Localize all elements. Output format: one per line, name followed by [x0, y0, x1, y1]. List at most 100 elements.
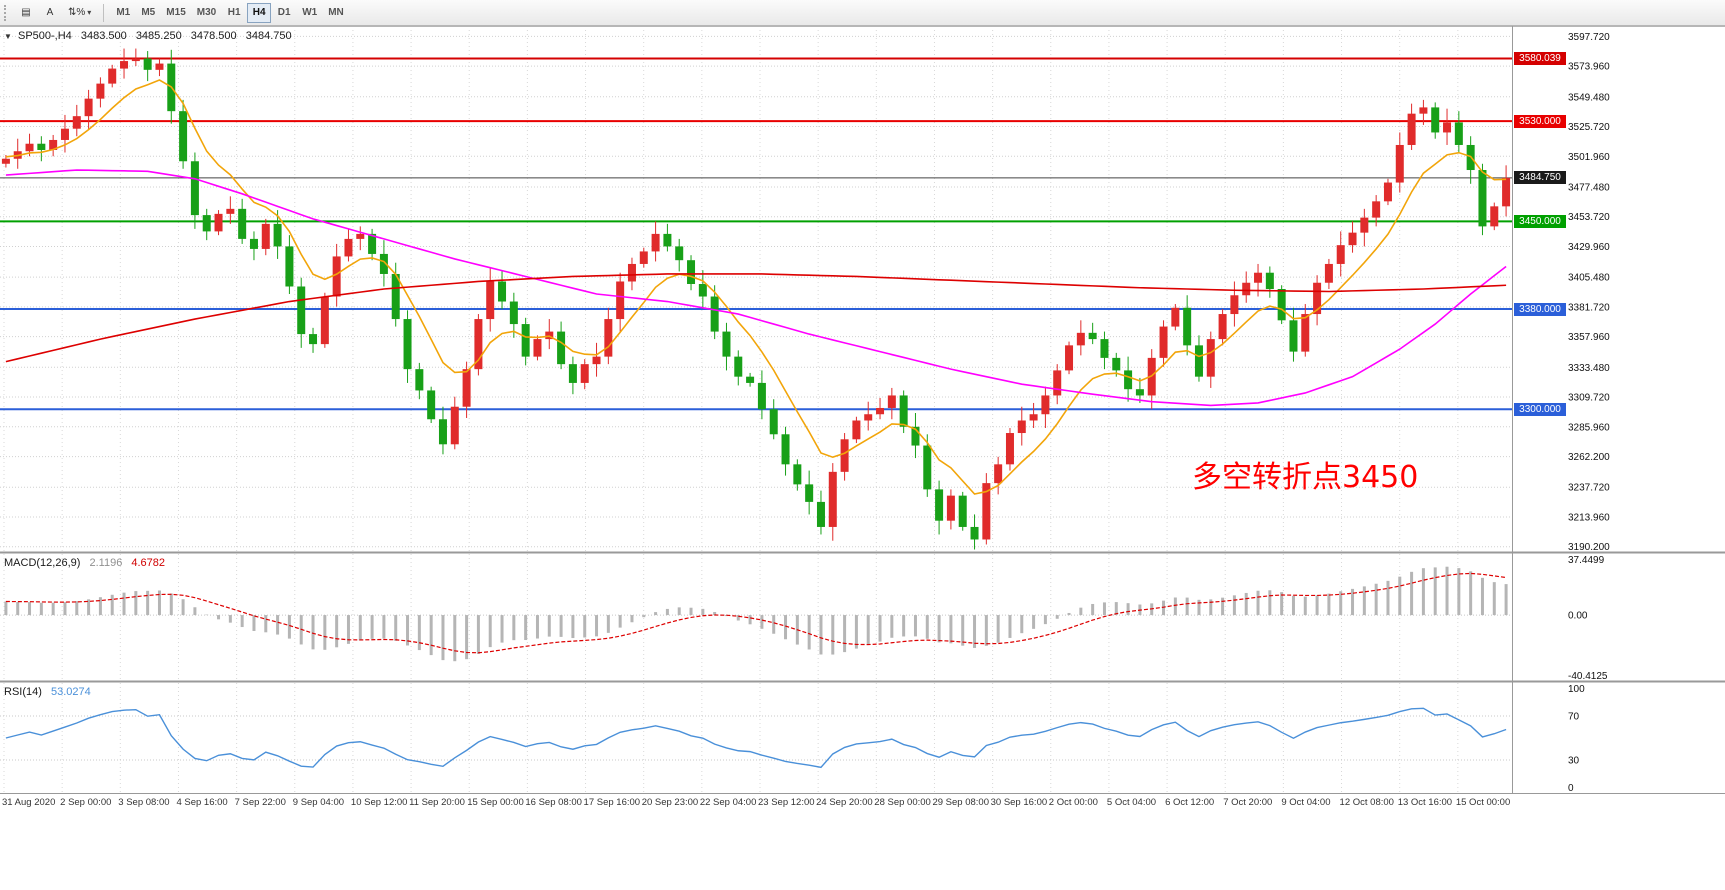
percent-scale-button[interactable]: ⇅% ▾ — [63, 3, 96, 23]
candle — [1206, 339, 1215, 377]
candle — [462, 369, 471, 407]
candle — [427, 390, 436, 420]
rsi-axis-label: 100 — [1568, 684, 1585, 695]
candle — [1135, 389, 1144, 396]
time-label: 23 Sep 12:00 — [758, 797, 815, 808]
candle — [1419, 107, 1428, 114]
candle — [1372, 201, 1381, 218]
time-label: 2 Sep 00:00 — [60, 797, 111, 808]
macd-axis-label: 37.4499 — [1568, 555, 1605, 566]
tf-button-W1[interactable]: W1 — [297, 3, 322, 23]
candle — [1242, 282, 1251, 296]
rsi-line — [5, 707, 1507, 769]
candle — [37, 143, 46, 150]
candle — [616, 281, 625, 320]
time-label: 11 Sep 20:00 — [409, 797, 465, 808]
candle — [864, 414, 873, 421]
candle — [143, 58, 152, 70]
candle — [332, 256, 341, 297]
candle — [1289, 320, 1298, 352]
toolbar-grip[interactable] — [4, 4, 10, 21]
price-tick-label: 3333.480 — [1568, 363, 1610, 374]
candle — [1407, 113, 1416, 145]
candle — [261, 223, 270, 249]
tf-button-M5[interactable]: M5 — [136, 3, 160, 23]
time-label: 13 Oct 16:00 — [1398, 797, 1452, 808]
candle — [1230, 295, 1239, 315]
price-tick-label: 3429.960 — [1568, 242, 1610, 253]
tf-button-D1[interactable]: D1 — [272, 3, 296, 23]
candle — [486, 281, 495, 320]
candle — [1, 158, 10, 164]
ohlc-close: 3484.750 — [245, 30, 292, 42]
candle — [155, 63, 164, 70]
candle — [202, 215, 211, 232]
candle — [935, 489, 944, 521]
macd-axis-label: 0.00 — [1568, 611, 1588, 622]
candle — [320, 296, 329, 345]
candle — [533, 339, 542, 357]
time-label: 2 Oct 00:00 — [1049, 797, 1098, 808]
time-label: 20 Sep 23:00 — [642, 797, 699, 808]
time-label: 3 Sep 08:00 — [118, 797, 169, 808]
candle — [1112, 357, 1121, 371]
candle — [1502, 177, 1511, 207]
candle — [498, 281, 507, 302]
candle — [344, 238, 353, 257]
time-label: 30 Sep 16:00 — [991, 797, 1048, 808]
candle — [1171, 307, 1180, 327]
tf-button-MN[interactable]: MN — [323, 3, 349, 23]
chart-title: ▼ SP500-,H4 3483.500 3485.250 3478.500 3… — [4, 30, 292, 42]
candle — [1053, 370, 1062, 396]
price-badge-3450.000: 3450.000 — [1514, 214, 1566, 228]
candle — [179, 111, 188, 162]
candle — [1254, 272, 1263, 283]
candle — [131, 58, 140, 62]
candle — [710, 296, 719, 332]
candle — [84, 98, 93, 117]
tf-button-M30[interactable]: M30 — [192, 3, 221, 23]
price-tick-label: 3190.200 — [1568, 542, 1610, 553]
tf-button-M1[interactable]: M1 — [111, 3, 135, 23]
price-tick-label: 3213.960 — [1568, 512, 1610, 523]
candle — [568, 364, 577, 383]
candle — [580, 364, 589, 383]
arrows-percent-icon: ⇅% — [68, 7, 86, 18]
tf-button-M15[interactable]: M15 — [161, 3, 190, 23]
tf-button-H1[interactable]: H1 — [222, 3, 246, 23]
candle — [1313, 282, 1322, 315]
candle — [25, 143, 34, 152]
candle — [627, 263, 636, 282]
candle — [1490, 206, 1499, 227]
price-tick-label: 3477.480 — [1568, 182, 1610, 193]
candle — [970, 526, 979, 540]
candle — [356, 233, 365, 239]
candle — [391, 273, 400, 320]
candle — [852, 420, 861, 440]
candle — [545, 331, 554, 340]
tf-button-H4[interactable]: H4 — [247, 2, 272, 23]
ohlc-open: 3483.500 — [80, 30, 127, 42]
time-label: 5 Oct 04:00 — [1107, 797, 1156, 808]
candle — [769, 409, 778, 435]
candle — [108, 68, 117, 84]
time-label: 7 Oct 20:00 — [1223, 797, 1272, 808]
candle — [1431, 107, 1440, 133]
candle — [450, 406, 459, 445]
auto-scroll-button[interactable]: A — [39, 3, 61, 23]
candle — [592, 356, 601, 365]
candlestick-series[interactable] — [1, 48, 1511, 550]
candle — [72, 116, 81, 129]
time-label: 15 Sep 00:00 — [467, 797, 524, 808]
candle — [474, 319, 483, 370]
chart-title-marker-icon[interactable]: ▼ — [4, 32, 12, 41]
candle — [816, 501, 825, 527]
grid — [0, 26, 1512, 793]
time-label: 10 Sep 12:00 — [351, 797, 408, 808]
macd-value-signal: 4.6782 — [131, 557, 166, 569]
candle — [1194, 345, 1203, 377]
candle — [698, 283, 707, 297]
chart-list-button[interactable]: ▤ — [15, 3, 37, 23]
candle — [651, 233, 660, 252]
